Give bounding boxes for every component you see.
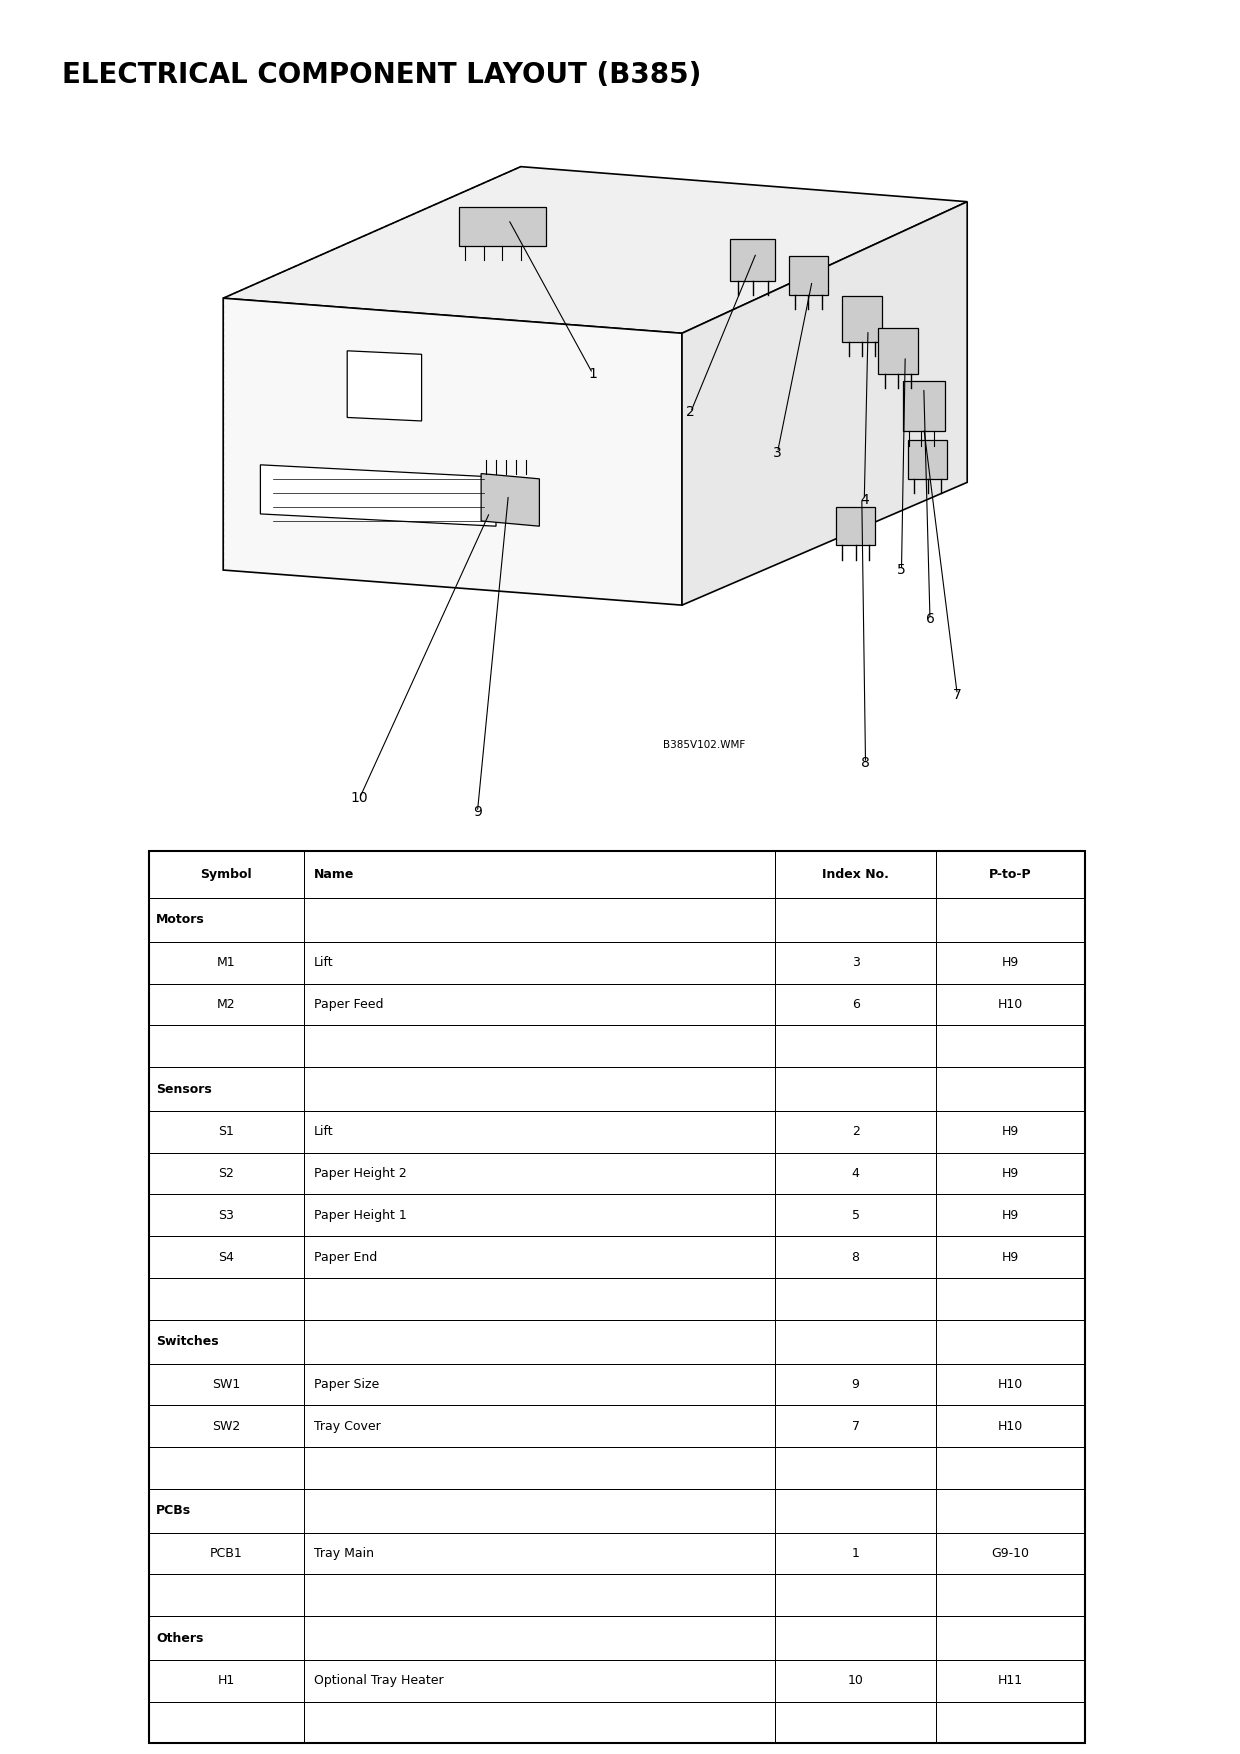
Text: Others: Others (156, 1631, 203, 1645)
Text: Paper Size: Paper Size (314, 1379, 379, 1391)
Polygon shape (347, 351, 422, 421)
Text: Sensors: Sensors (156, 1082, 212, 1096)
Text: 1: 1 (852, 1547, 859, 1559)
Text: 10: 10 (351, 791, 368, 805)
Polygon shape (730, 239, 775, 281)
Text: PCBs: PCBs (156, 1505, 191, 1517)
Text: H9: H9 (1002, 1166, 1019, 1180)
Text: 3: 3 (773, 446, 782, 460)
Text: P-to-P: P-to-P (990, 868, 1032, 881)
Text: 1: 1 (588, 367, 598, 381)
Text: H10: H10 (998, 998, 1023, 1010)
Text: M2: M2 (217, 998, 236, 1010)
Text: H9: H9 (1002, 1209, 1019, 1223)
Polygon shape (223, 167, 967, 333)
Text: S4: S4 (218, 1251, 234, 1263)
Text: H9: H9 (1002, 956, 1019, 970)
Text: 8: 8 (852, 1251, 859, 1263)
Text: 2: 2 (686, 405, 696, 419)
Text: 9: 9 (472, 805, 482, 819)
Text: 9: 9 (852, 1379, 859, 1391)
Polygon shape (908, 440, 947, 479)
Text: Optional Tray Heater: Optional Tray Heater (314, 1675, 444, 1687)
Text: M1: M1 (217, 956, 236, 970)
Polygon shape (481, 474, 539, 526)
Text: Switches: Switches (156, 1335, 219, 1349)
Text: S1: S1 (218, 1126, 234, 1138)
Text: S2: S2 (218, 1166, 234, 1180)
Text: S3: S3 (218, 1209, 234, 1223)
Text: 4: 4 (852, 1166, 859, 1180)
Polygon shape (878, 328, 918, 374)
Text: 5: 5 (852, 1209, 859, 1223)
Text: 6: 6 (852, 998, 859, 1010)
Polygon shape (836, 507, 875, 545)
Text: 10: 10 (848, 1675, 863, 1687)
Text: H1: H1 (218, 1675, 234, 1687)
Text: Paper Height 2: Paper Height 2 (314, 1166, 407, 1180)
Text: ELECTRICAL COMPONENT LAYOUT (B385): ELECTRICAL COMPONENT LAYOUT (B385) (62, 61, 702, 89)
Text: PCB1: PCB1 (210, 1547, 243, 1559)
Polygon shape (260, 465, 496, 526)
Polygon shape (789, 256, 828, 295)
Text: H9: H9 (1002, 1126, 1019, 1138)
Text: 7: 7 (952, 688, 962, 702)
Text: Lift: Lift (314, 956, 334, 970)
Text: 4: 4 (859, 493, 869, 507)
Text: H10: H10 (998, 1419, 1023, 1433)
Polygon shape (903, 381, 945, 431)
Text: Tray Cover: Tray Cover (314, 1419, 381, 1433)
Text: Symbol: Symbol (201, 868, 252, 881)
Text: SW1: SW1 (212, 1379, 241, 1391)
Text: Paper End: Paper End (314, 1251, 377, 1263)
Text: 2: 2 (852, 1126, 859, 1138)
Text: SW2: SW2 (212, 1419, 241, 1433)
Polygon shape (842, 296, 882, 342)
Text: H11: H11 (998, 1675, 1023, 1687)
Text: Paper Height 1: Paper Height 1 (314, 1209, 407, 1223)
Text: Lift: Lift (314, 1126, 334, 1138)
Text: Motors: Motors (156, 914, 205, 926)
Polygon shape (682, 202, 967, 605)
Text: Name: Name (314, 868, 355, 881)
Text: 8: 8 (861, 756, 870, 770)
Text: 5: 5 (897, 563, 906, 577)
Text: 3: 3 (852, 956, 859, 970)
Text: H10: H10 (998, 1379, 1023, 1391)
Text: Tray Main: Tray Main (314, 1547, 373, 1559)
Text: Paper Feed: Paper Feed (314, 998, 383, 1010)
Polygon shape (459, 207, 546, 246)
Polygon shape (223, 298, 682, 605)
Text: G9-10: G9-10 (992, 1547, 1029, 1559)
Text: 7: 7 (852, 1419, 859, 1433)
Text: B385V102.WMF: B385V102.WMF (663, 740, 745, 751)
Text: Index No.: Index No. (822, 868, 889, 881)
Text: 6: 6 (925, 612, 935, 626)
Text: H9: H9 (1002, 1251, 1019, 1263)
